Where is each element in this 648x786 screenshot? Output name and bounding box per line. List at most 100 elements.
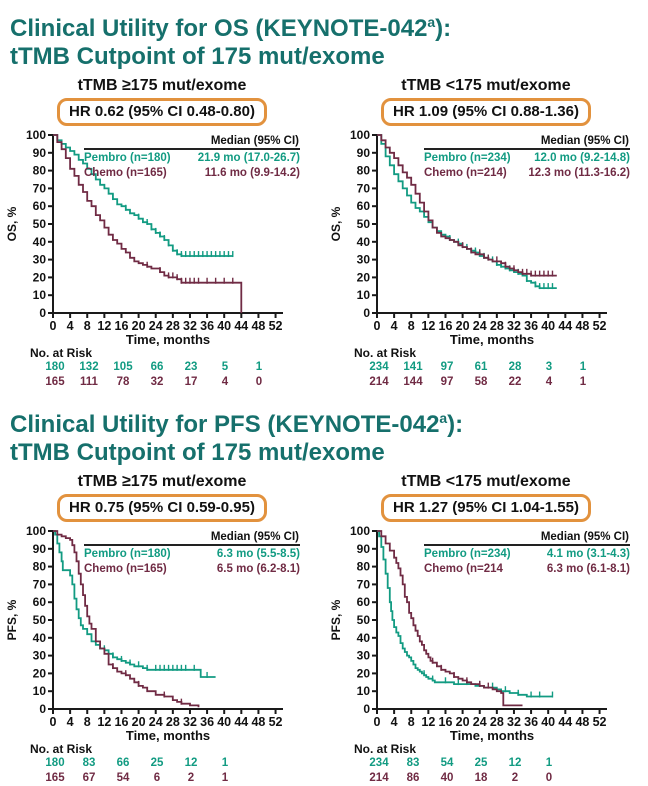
hazard-ratio-badge: HR 1.09 (95% CI 0.88-1.36)	[381, 98, 591, 126]
svg-text:28: 28	[166, 715, 180, 729]
pembro-censor-ticks	[112, 194, 234, 258]
risk-count: 3	[545, 361, 553, 373]
svg-text:30: 30	[357, 253, 371, 267]
pembro-censor-ticks	[103, 645, 208, 678]
svg-text:16: 16	[439, 319, 453, 333]
risk-count: 54	[116, 772, 130, 784]
svg-text:70: 70	[357, 181, 371, 195]
pembro-curve	[377, 134, 557, 289]
panel-os-ttmb-low: tTMB <175 mut/exome HR 1.09 (95% CI 0.88…	[324, 75, 648, 390]
risk-count: 234	[369, 757, 389, 769]
svg-text:80: 80	[33, 560, 47, 574]
hazard-ratio-badge: HR 0.62 (95% CI 0.48-0.80)	[57, 98, 267, 126]
svg-text:36: 36	[524, 715, 538, 729]
os-section-title: Clinical Utility for OS (KEYNOTE-042a): t…	[0, 0, 648, 75]
risk-count: 97	[440, 361, 454, 373]
svg-text:20: 20	[132, 715, 146, 729]
svg-text:0: 0	[363, 306, 370, 320]
svg-text:50: 50	[33, 217, 47, 231]
svg-text:24: 24	[473, 715, 487, 729]
svg-text:44: 44	[558, 319, 572, 333]
svg-text:60: 60	[33, 199, 47, 213]
panel-os-ttmb-high: tTMB ≥175 mut/exome HR 0.62 (95% CI 0.48…	[0, 75, 324, 390]
pembro-median-row: Pembro (n=234) 12.0 mo (9.2-14.8)	[424, 152, 630, 164]
svg-text:52: 52	[269, 319, 283, 333]
risk-count: 0	[255, 376, 263, 388]
risk-count: 18	[474, 772, 488, 784]
median-legend: Median (95% CI) Pembro (n=234) 4.1 mo (3.…	[424, 530, 630, 576]
y-axis-label: PFS, %	[5, 599, 19, 640]
risk-count: 1	[221, 772, 229, 784]
svg-text:90: 90	[357, 542, 371, 556]
panel-pfs-ttmb-low: tTMB <175 mut/exome HR 1.27 (95% CI 1.04…	[324, 471, 648, 786]
risk-table-label: No. at Risk	[354, 346, 417, 360]
risk-count: 132	[79, 361, 99, 373]
svg-text:40: 40	[33, 631, 47, 645]
risk-count: 40	[440, 772, 454, 784]
svg-text:10: 10	[33, 288, 47, 302]
os-section: Clinical Utility for OS (KEYNOTE-042a): t…	[0, 0, 648, 390]
svg-text:4: 4	[391, 319, 398, 333]
svg-text:28: 28	[490, 319, 504, 333]
risk-count: 2	[511, 772, 519, 784]
risk-table-label: No. at Risk	[354, 742, 417, 756]
svg-text:0: 0	[39, 306, 46, 320]
pfs-title-line2: tTMB Cutpoint of 175 mut/exome	[10, 439, 385, 466]
svg-text:70: 70	[357, 577, 371, 591]
hazard-ratio-badge: HR 1.27 (95% CI 1.04-1.55)	[381, 494, 591, 522]
risk-count: 180	[45, 757, 65, 769]
os-title-line2: tTMB Cutpoint of 175 mut/exome	[10, 43, 385, 70]
svg-text:40: 40	[217, 715, 231, 729]
y-ticks: 0 10 20 30 40 50 60 70 80 90 100	[350, 524, 377, 716]
svg-text:40: 40	[357, 631, 371, 645]
svg-text:8: 8	[408, 715, 415, 729]
plot-title: tTMB <175 mut/exome	[401, 473, 571, 490]
svg-text:10: 10	[357, 288, 371, 302]
risk-count: 22	[508, 376, 522, 388]
svg-text:10: 10	[33, 684, 47, 698]
risk-count: 1	[221, 757, 229, 769]
y-axis-label: OS, %	[329, 206, 343, 241]
svg-text:50: 50	[33, 613, 47, 627]
risk-count: 61	[474, 361, 488, 373]
risk-table-label: No. at Risk	[30, 742, 93, 756]
svg-text:36: 36	[200, 715, 214, 729]
svg-text:44: 44	[558, 715, 572, 729]
os-title-line1: Clinical Utility for OS (KEYNOTE-042a):	[10, 14, 452, 42]
svg-text:30: 30	[33, 253, 47, 267]
svg-text:90: 90	[357, 146, 371, 160]
plot-title: tTMB <175 mut/exome	[401, 77, 571, 94]
x-axis-label: Time, months	[450, 728, 534, 743]
risk-count: 105	[113, 361, 133, 373]
risk-count: 12	[184, 757, 198, 769]
risk-count: 23	[184, 361, 198, 373]
pembro-median-row: Pembro (n=180) 6.3 mo (5.5-8.5)	[84, 548, 300, 560]
svg-text:20: 20	[456, 319, 470, 333]
risk-count: 12	[508, 757, 522, 769]
no-at-risk-table: No. at Risk 180 83 66 25 12 1 165 67 54 6 2 1	[0, 743, 324, 786]
risk-count: 1	[255, 361, 263, 373]
svg-text:48: 48	[575, 715, 589, 729]
risk-count: 1	[579, 376, 587, 388]
svg-text:80: 80	[33, 164, 47, 178]
svg-text:32: 32	[183, 715, 197, 729]
svg-text:12: 12	[421, 715, 435, 729]
risk-count: 97	[440, 376, 454, 388]
svg-text:100: 100	[350, 524, 370, 538]
svg-text:20: 20	[33, 666, 47, 680]
median-legend: Median (95% CI) Pembro (n=234) 12.0 mo (9…	[424, 134, 630, 180]
svg-text:32: 32	[507, 715, 521, 729]
risk-count: 32	[150, 376, 164, 388]
pfs-section-title: Clinical Utility for PFS (KEYNOTE-042a):…	[0, 390, 648, 471]
svg-text:28: 28	[166, 319, 180, 333]
risk-count: 66	[150, 361, 164, 373]
risk-count: 180	[45, 361, 65, 373]
risk-count: 141	[403, 361, 423, 373]
risk-count: 5	[221, 361, 229, 373]
svg-text:70: 70	[33, 181, 47, 195]
panel-pfs-ttmb-high: tTMB ≥175 mut/exome HR 0.75 (95% CI 0.59…	[0, 471, 324, 786]
